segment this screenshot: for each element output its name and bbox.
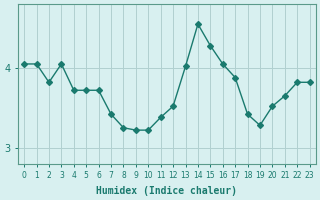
X-axis label: Humidex (Indice chaleur): Humidex (Indice chaleur) bbox=[96, 186, 237, 196]
